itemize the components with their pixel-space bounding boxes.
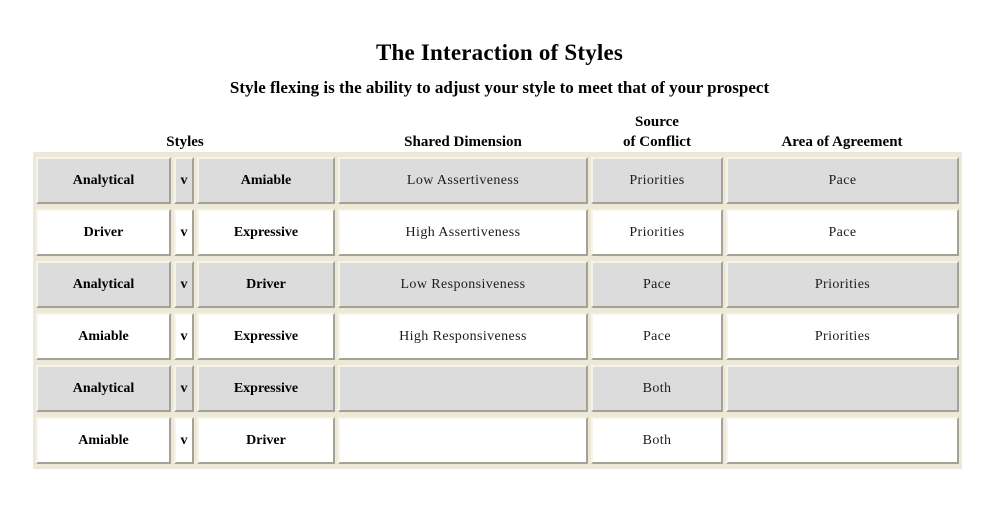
column-header-area-of-agreement: Area of Agreement — [781, 134, 903, 150]
area-of-agreement-cell: Pace — [726, 209, 959, 256]
style-a-cell: Analytical — [36, 157, 171, 204]
interaction-of-styles-table: Analytical v Amiable Low Assertiveness Prior… — [33, 152, 962, 469]
column-header-source-line1: Source — [635, 114, 679, 130]
column-header-styles: Styles — [166, 134, 204, 150]
versus-cell: v — [174, 365, 194, 412]
page-subtitle: Style flexing is the ability to adjust y… — [229, 78, 770, 97]
shared-dimension-cell — [338, 417, 588, 464]
shared-dimension-cell — [338, 365, 588, 412]
area-of-agreement-cell: Pace — [726, 157, 959, 204]
source-of-conflict-cell: Pace — [591, 313, 723, 360]
table-row: Driver v Expressive High Assertiveness Prior… — [36, 209, 959, 256]
versus-cell: v — [174, 261, 194, 308]
style-b-cell: Expressive — [197, 209, 335, 256]
column-header-shared-dimension: Shared Dimension — [404, 134, 522, 150]
table-row: Amiable v Driver Both — [36, 417, 959, 464]
column-header-source-line2: of Conflict — [623, 134, 691, 150]
page-title: The Interaction of Styles — [375, 40, 624, 65]
shared-dimension-cell: High Responsiveness — [338, 313, 588, 360]
source-of-conflict-cell: Priorities — [591, 209, 723, 256]
area-of-agreement-cell: Priorities — [726, 261, 959, 308]
source-of-conflict-cell: Pace — [591, 261, 723, 308]
versus-cell: v — [174, 209, 194, 256]
table-row: Amiable v Expressive High Responsiveness Pac… — [36, 313, 959, 360]
source-of-conflict-cell: Priorities — [591, 157, 723, 204]
table-row: Analytical v Driver Low Responsiveness Pace P… — [36, 261, 959, 308]
area-of-agreement-cell: Priorities — [726, 313, 959, 360]
style-a-cell: Amiable — [36, 417, 171, 464]
versus-cell: v — [174, 417, 194, 464]
style-b-cell: Expressive — [197, 365, 335, 412]
versus-cell: v — [174, 313, 194, 360]
shared-dimension-cell: High Assertiveness — [338, 209, 588, 256]
column-header-source-of-conflict: Source of Conflict — [623, 112, 691, 152]
table-row: Analytical v Amiable Low Assertiveness Prior… — [36, 157, 959, 204]
shared-dimension-cell: Low Assertiveness — [338, 157, 588, 204]
style-b-cell: Amiable — [197, 157, 335, 204]
style-a-cell: Driver — [36, 209, 171, 256]
style-a-cell: Analytical — [36, 261, 171, 308]
source-of-conflict-cell: Both — [591, 365, 723, 412]
area-of-agreement-cell — [726, 365, 959, 412]
style-b-cell: Expressive — [197, 313, 335, 360]
style-a-cell: Analytical — [36, 365, 171, 412]
area-of-agreement-cell — [726, 417, 959, 464]
style-b-cell: Driver — [197, 417, 335, 464]
versus-cell: v — [174, 157, 194, 204]
source-of-conflict-cell: Both — [591, 417, 723, 464]
shared-dimension-cell: Low Responsiveness — [338, 261, 588, 308]
table-row: Analytical v Expressive Both — [36, 365, 959, 412]
table-header-row: Styles Shared Dimension Source of Confli… — [33, 106, 962, 153]
style-a-cell: Amiable — [36, 313, 171, 360]
style-b-cell: Driver — [197, 261, 335, 308]
